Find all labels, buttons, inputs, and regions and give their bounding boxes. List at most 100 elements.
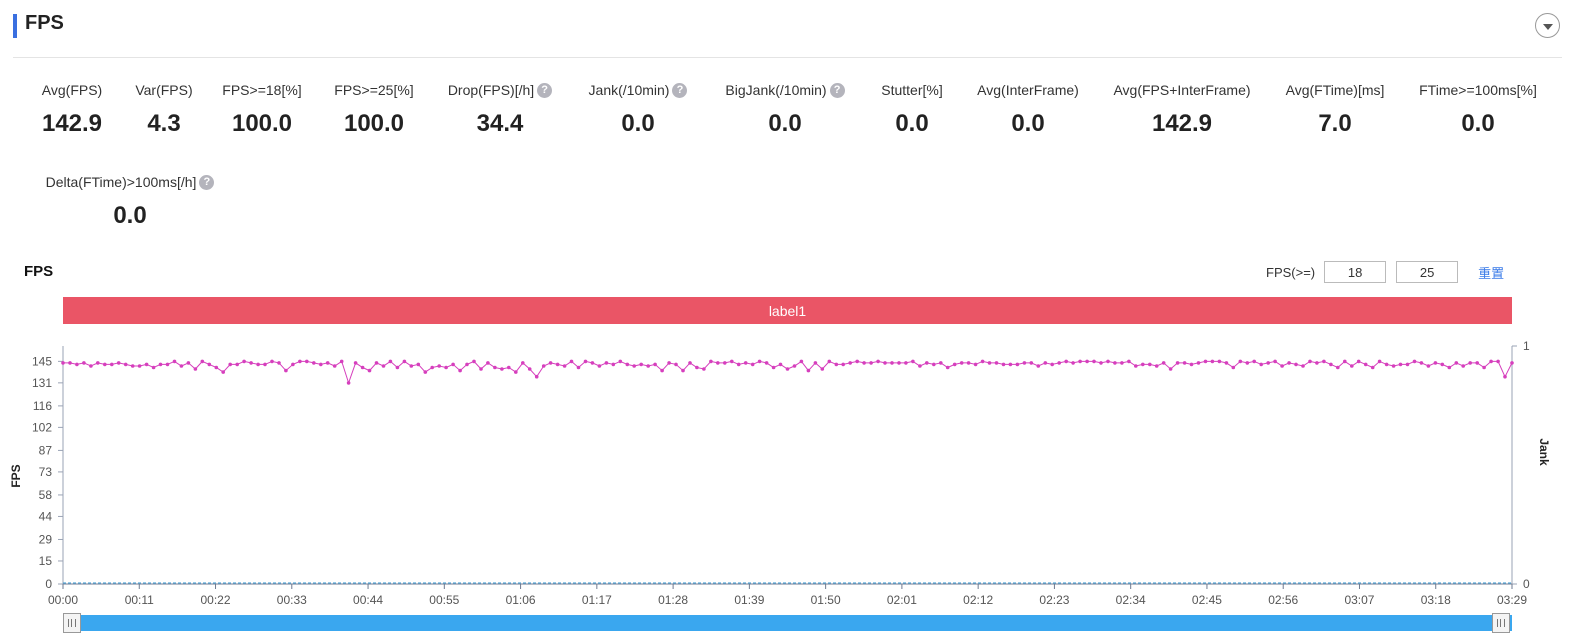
fps-data-point	[332, 364, 337, 368]
fps-data-point	[862, 361, 866, 365]
fps-data-point	[130, 364, 135, 368]
fps-data-point	[186, 361, 191, 365]
y-tick-label: 145	[32, 354, 52, 368]
fps-data-point	[61, 361, 65, 365]
fps-data-point	[1405, 362, 1410, 367]
fps-data-point	[987, 361, 992, 365]
y-tick-label: 116	[33, 399, 52, 413]
metric-card: FTime>=100ms[%] 0.0	[1368, 80, 1579, 138]
metric-card: Avg(FPS) 142.9	[0, 80, 182, 138]
label-band[interactable]: label1	[63, 297, 1512, 324]
fps-data-point	[284, 368, 288, 373]
fps-data-point	[179, 364, 184, 368]
fps-data-point	[1475, 361, 1479, 365]
metric-label: Delta(FTime)>100ms[/h]?	[20, 172, 240, 192]
x-tick-label: 02:01	[887, 593, 917, 607]
x-tick-label: 01:50	[811, 593, 841, 607]
fps-data-point	[1461, 364, 1465, 368]
fps-data-point	[1510, 361, 1514, 365]
fps-data-point	[548, 361, 553, 365]
fps-data-point	[1252, 359, 1256, 364]
fps-data-point	[388, 359, 393, 364]
metric-value: 0.0	[895, 110, 929, 137]
grip-icon	[1497, 619, 1505, 627]
fps-data-point	[1238, 359, 1243, 364]
y-tick-label: 44	[39, 509, 53, 523]
help-icon[interactable]: ?	[672, 82, 688, 98]
fps-data-point	[1217, 359, 1222, 364]
y2-tick-label: 0	[1523, 577, 1530, 591]
fps-data-point	[750, 362, 755, 367]
y-tick-label: 73	[39, 465, 53, 479]
section-title: FPS	[25, 12, 64, 34]
metric-value: 0.0	[768, 110, 802, 137]
metric-card: Delta(FTime)>100ms[/h]? 0.0	[20, 172, 240, 230]
fps-threshold-1-input[interactable]	[1324, 261, 1387, 283]
x-tick-label: 02:12	[963, 593, 993, 607]
fps-data-point	[1315, 361, 1319, 365]
fps-data-point	[1322, 359, 1326, 364]
zoom-slider-track[interactable]	[63, 615, 1512, 631]
metric-label-text: Jank(/10min)	[588, 82, 670, 98]
collapse-button[interactable]	[1535, 13, 1560, 38]
fps-data-point	[500, 367, 504, 371]
reset-link[interactable]: 重置	[1478, 265, 1505, 281]
metric-label: Jank(/10min)?	[528, 80, 748, 100]
metric-value: 100.0	[343, 110, 405, 137]
zoom-slider-left-handle[interactable]	[63, 613, 81, 633]
metric-label-text: Avg(FPS+InterFrame)	[1113, 82, 1251, 98]
help-icon[interactable]: ?	[829, 82, 845, 98]
fps-data-point	[911, 359, 915, 364]
fps-data-point	[235, 362, 239, 367]
fps-data-point	[1203, 359, 1208, 364]
metric-label-text: FPS>=18[%]	[222, 82, 302, 98]
fps-data-point	[597, 364, 602, 368]
fps-data-point	[319, 362, 323, 367]
fps-data-point	[527, 367, 532, 371]
fps-data-point	[695, 365, 699, 370]
fps-data-point	[757, 359, 762, 364]
fps-data-point	[681, 368, 685, 373]
help-icon[interactable]: ?	[537, 82, 553, 98]
fps-data-point	[444, 365, 448, 370]
chevron-down-icon	[1542, 23, 1553, 30]
y-tick-label: 0	[45, 577, 52, 591]
fps-data-point	[730, 359, 734, 364]
fps-data-point	[1350, 364, 1354, 368]
fps-data-point	[493, 365, 497, 370]
metric-label: Drop(FPS)[/h]?	[390, 80, 610, 100]
fps-data-point	[1231, 365, 1236, 370]
fps-data-point	[1043, 361, 1048, 365]
fps-threshold-2-input[interactable]	[1396, 261, 1459, 283]
y-tick-label: 87	[39, 443, 53, 457]
metric-card: BigJank(/10min)? 0.0	[675, 80, 895, 138]
metric-value: 0.0	[1011, 110, 1045, 137]
metric-card: Stutter[%] 0.0	[802, 80, 1022, 138]
x-tick-label: 00:11	[125, 593, 154, 607]
fps-data-point	[625, 362, 630, 367]
metric-label-text: FPS>=25[%]	[334, 82, 414, 98]
x-tick-label: 00:55	[429, 593, 459, 607]
fps-data-point	[339, 359, 344, 364]
zoom-slider-right-handle[interactable]	[1492, 613, 1510, 633]
fps-data-point	[799, 359, 804, 364]
fps-data-point	[1496, 359, 1500, 364]
fps-data-point	[158, 362, 163, 367]
x-tick-label: 01:06	[506, 593, 536, 607]
fps-data-point	[618, 359, 623, 364]
fps-data-point	[507, 365, 511, 370]
help-icon[interactable]: ?	[199, 174, 215, 190]
fps-data-point	[312, 361, 316, 365]
x-tick-label: 00:44	[353, 593, 383, 607]
fps-data-point	[639, 362, 643, 367]
fps-data-point	[806, 368, 811, 373]
metric-card: Jank(/10min)? 0.0	[528, 80, 748, 138]
fps-data-point	[172, 359, 177, 364]
fps-data-point	[1161, 361, 1166, 365]
x-tick-label: 01:39	[734, 593, 764, 607]
fps-data-point	[1106, 359, 1110, 364]
metric-card: Drop(FPS)[/h]? 34.4	[390, 80, 610, 138]
fps-data-point	[1308, 359, 1312, 364]
metric-card: Var(FPS) 4.3	[54, 80, 274, 138]
fps-data-point	[813, 361, 818, 365]
